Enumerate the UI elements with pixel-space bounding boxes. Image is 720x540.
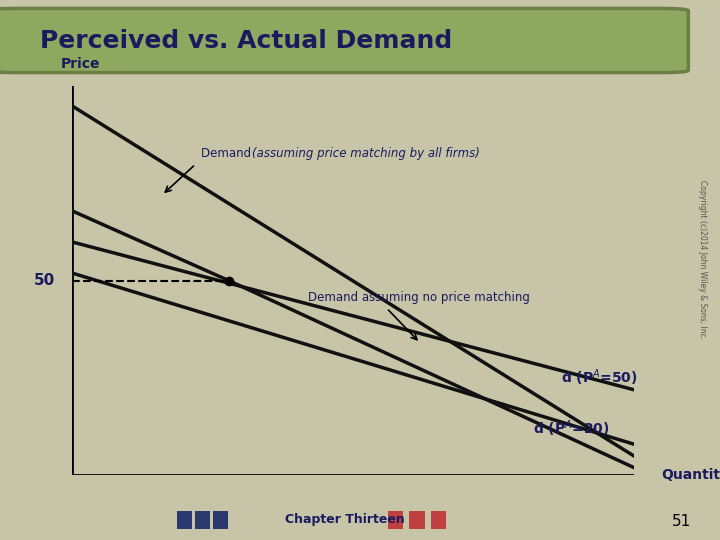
Text: Perceived vs. Actual Demand: Perceived vs. Actual Demand (40, 29, 453, 52)
Text: Copyright (c)2014 John Wiley & Sons, Inc.: Copyright (c)2014 John Wiley & Sons, Inc… (698, 180, 706, 339)
Text: Chapter Thirteen: Chapter Thirteen (285, 513, 405, 526)
Bar (213, 511, 228, 529)
Text: Price: Price (60, 57, 100, 71)
Bar (431, 511, 446, 529)
FancyBboxPatch shape (0, 9, 688, 72)
Bar (176, 511, 192, 529)
Text: Quantity: Quantity (662, 468, 720, 482)
Text: 51: 51 (672, 514, 691, 529)
Text: d (P$^A$=50): d (P$^A$=50) (561, 368, 637, 388)
Text: Demand: Demand (201, 147, 255, 160)
Bar (194, 511, 210, 529)
Bar (410, 511, 425, 529)
Text: (assuming price matching by all firms): (assuming price matching by all firms) (252, 147, 480, 160)
Text: 50: 50 (34, 273, 55, 288)
Text: d (P$^A$=20): d (P$^A$=20) (533, 418, 609, 439)
Bar (388, 511, 403, 529)
Text: Demand assuming no price matching: Demand assuming no price matching (308, 291, 530, 304)
